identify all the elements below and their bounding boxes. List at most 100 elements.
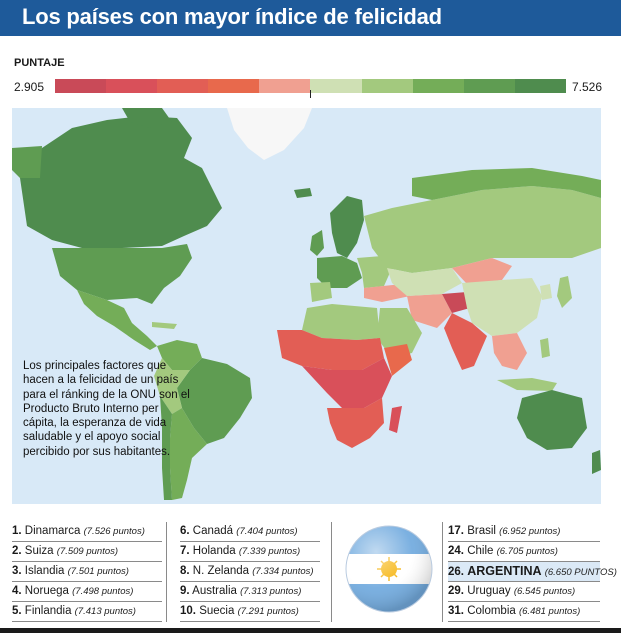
ranking-row: 8. N. Zelanda (7.334 puntos) (180, 562, 320, 582)
southern-africa (327, 398, 384, 448)
country-score: (7.501 puntos) (67, 566, 129, 577)
country-score: (6.481 puntos) (518, 606, 581, 617)
country-name: Australia (192, 585, 237, 597)
country-score: (7.509 puntos) (56, 546, 119, 557)
scale-swatch (106, 79, 158, 93)
iceland (294, 188, 312, 198)
country-name: Noruega (24, 585, 69, 597)
argentina (170, 408, 207, 500)
country-score: (7.526 puntos) (83, 526, 145, 537)
ranking-number: 10. (180, 605, 196, 617)
country-name: Holanda (192, 545, 236, 557)
country-name: Uruguay (467, 585, 511, 597)
scale-swatch (55, 79, 107, 93)
ranking-number: 6. (180, 525, 190, 537)
ranking-row: 9. Australia (7.313 puntos) (180, 582, 320, 602)
ranking-number: 5. (12, 605, 22, 617)
scale-swatch (514, 79, 566, 93)
arctic-islands (122, 108, 172, 128)
central-africa (302, 358, 392, 408)
title-bar: Los países con mayor índice de felicidad (0, 0, 621, 36)
ranking-number: 24. (448, 545, 464, 557)
country-name: Finlandia (24, 605, 72, 617)
country-name: Colombia (467, 605, 516, 617)
ranking-row: 17. Brasil (6.952 puntos) (448, 522, 600, 542)
scale-swatch (463, 79, 515, 93)
country-name: N. Zelanda (192, 565, 250, 577)
column-divider (442, 522, 443, 622)
scale-tick (310, 90, 311, 98)
world-map: Los principales factores que hacen a la … (12, 108, 601, 504)
bottom-rule (0, 628, 621, 633)
legend-title: PUNTAJE (14, 57, 65, 69)
country-name: Canadá (192, 525, 234, 537)
colombia-venezuela (157, 340, 202, 370)
korea (540, 284, 552, 300)
ranking-column-3: 17. Brasil (6.952 puntos) 24. Chile (6.70… (448, 522, 617, 622)
legend-min-value: 2.905 (14, 80, 45, 94)
country-score: (6.545 puntos) (513, 586, 576, 597)
uk (310, 230, 324, 256)
sahel-west-africa (277, 330, 384, 370)
greenland (227, 108, 312, 160)
ranking-row: 2. Suiza (7.509 puntos) (12, 542, 162, 562)
ranking-row: 26. ARGENTINA (6.650 PUNTOS) (448, 562, 617, 582)
ranking-number: 17. (448, 525, 464, 537)
country-score: (7.291 puntos) (237, 606, 299, 617)
column-divider (331, 522, 332, 622)
horn-of-africa (384, 344, 412, 376)
country-score: (7.498 puntos) (72, 586, 134, 597)
ranking-number: 9. (180, 585, 190, 597)
scandinavia (330, 196, 364, 258)
country-score: (6.952 puntos) (499, 526, 561, 537)
peru-bolivia (154, 358, 190, 414)
country-name: Dinamarca (24, 525, 81, 537)
scale-swatch (412, 79, 464, 93)
country-score: (7.404 puntos) (236, 526, 298, 537)
ranking-number: 4. (12, 585, 22, 597)
china (462, 278, 542, 336)
ranking-number: 2. (12, 545, 22, 557)
color-scale (55, 79, 566, 93)
southeast-asia (492, 333, 527, 370)
indonesia (497, 378, 557, 391)
ranking-row: 29. Uruguay (6.545 puntos) (448, 582, 600, 602)
ranking-row: 1. Dinamarca (7.526 puntos) (12, 522, 162, 542)
new-zealand (592, 450, 601, 474)
iberia (310, 282, 332, 302)
column-divider (166, 522, 167, 622)
country-score: (6.650 PUNTOS) (544, 567, 617, 578)
mexico (77, 290, 157, 350)
scale-swatch (361, 79, 413, 93)
ranking-number: 3. (12, 565, 22, 577)
ranking-row: 5. Finlandia (7.413 puntos) (12, 602, 162, 622)
saudi-arabia (377, 308, 422, 358)
scale-swatch (259, 79, 311, 93)
philippines (540, 338, 550, 358)
afghanistan (442, 292, 470, 313)
country-name: Brasil (467, 525, 496, 537)
australia (517, 390, 587, 450)
north-africa (302, 304, 380, 340)
madagascar (389, 406, 402, 433)
country-name: Suiza (24, 545, 54, 557)
country-score: (7.339 puntos) (238, 546, 301, 557)
country-name: Suecia (199, 605, 235, 617)
ranking-row: 31. Colombia (6.481 puntos) (448, 602, 600, 622)
scale-swatch (208, 79, 260, 93)
scale-swatch (310, 79, 362, 93)
country-score: (7.413 puntos) (74, 606, 136, 617)
ranking-row: 7. Holanda (7.339 puntos) (180, 542, 320, 562)
ranking-row: 4. Noruega (7.498 puntos) (12, 582, 162, 602)
ranking-number: 31. (448, 605, 464, 617)
ranking-number: 1. (12, 525, 22, 537)
country-score: (7.313 puntos) (240, 586, 302, 597)
mongolia (452, 258, 512, 284)
ranking-row: 24. Chile (6.705 puntos) (448, 542, 600, 562)
country-name: Chile (467, 545, 494, 557)
ranking-number: 29. (448, 585, 464, 597)
ranking-number: 8. (180, 565, 190, 577)
country-score: (7.334 puntos) (252, 566, 314, 577)
usa (52, 244, 192, 304)
legend-max-value: 7.526 (572, 80, 603, 94)
